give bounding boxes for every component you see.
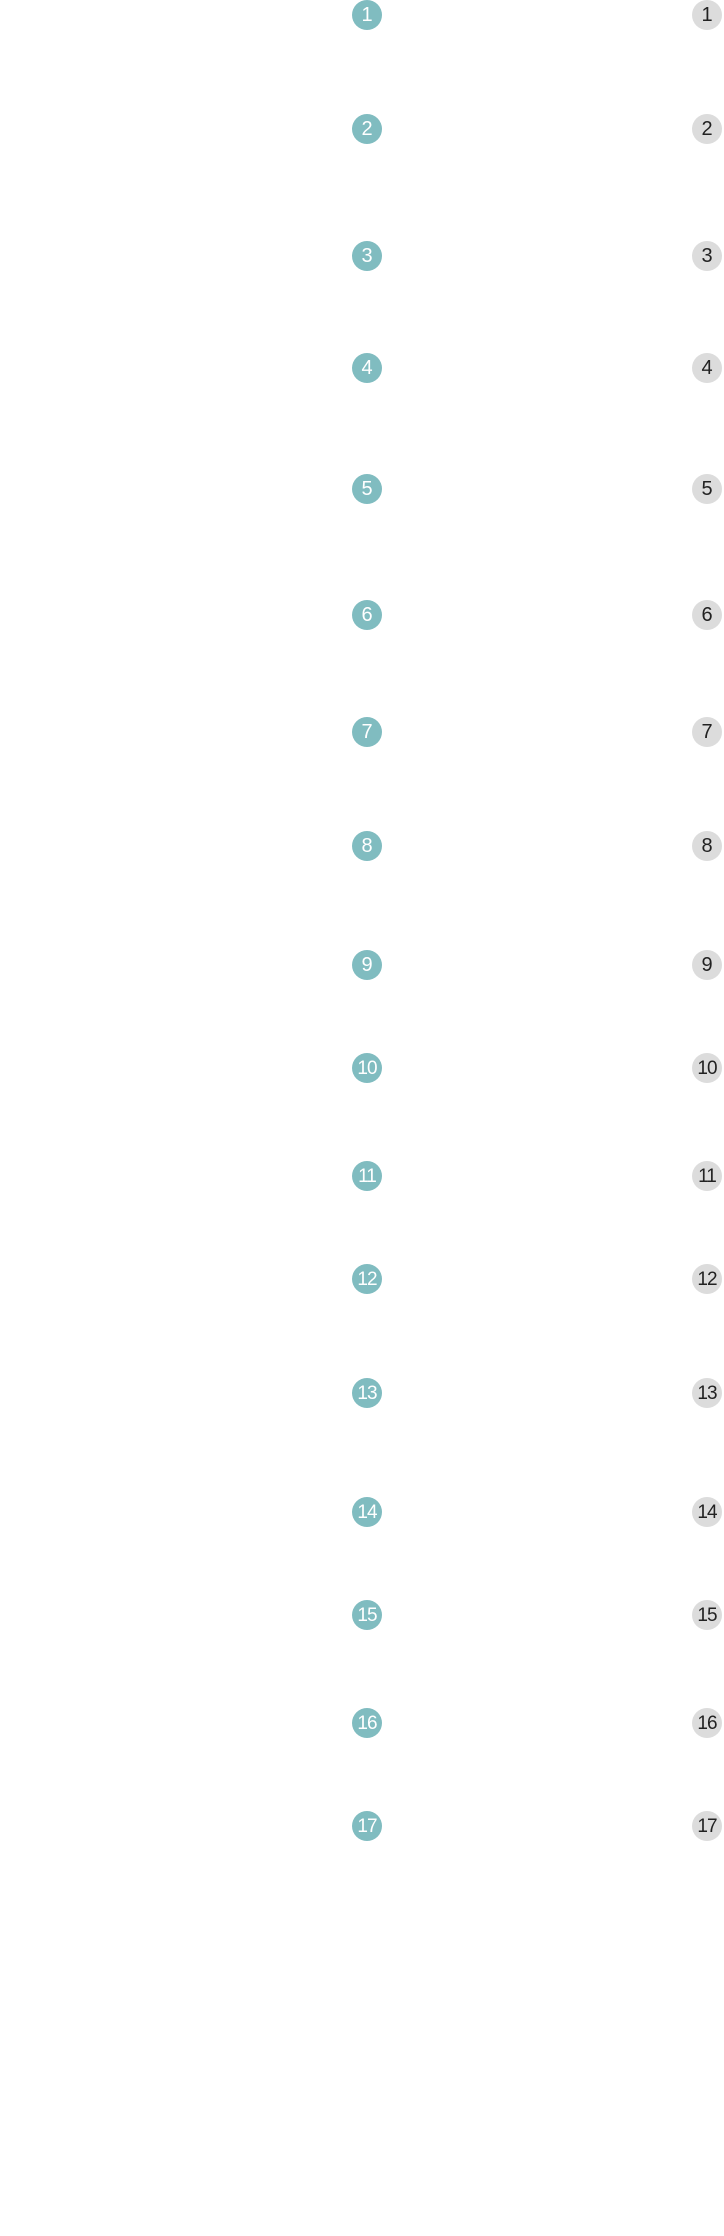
right-number-badge: 6 <box>692 600 722 630</box>
left-number-badge: 7 <box>352 717 382 747</box>
left-number-badge: 14 <box>352 1497 382 1527</box>
left-number-badge: 10 <box>352 1053 382 1083</box>
right-number-badge: 13 <box>692 1378 722 1408</box>
right-number-badge: 2 <box>692 114 722 144</box>
left-number-badge: 6 <box>352 600 382 630</box>
right-number-badge: 4 <box>692 353 722 383</box>
left-number-badge: 5 <box>352 474 382 504</box>
left-number-badge: 17 <box>352 1811 382 1841</box>
left-number-badge: 8 <box>352 831 382 861</box>
right-number-badge: 14 <box>692 1497 722 1527</box>
right-number-badge: 8 <box>692 831 722 861</box>
right-number-badge: 1 <box>692 0 722 30</box>
left-number-badge: 15 <box>352 1600 382 1630</box>
left-number-badge: 1 <box>352 0 382 30</box>
right-number-badge: 3 <box>692 241 722 271</box>
right-number-badge: 16 <box>692 1708 722 1738</box>
right-number-badge: 10 <box>692 1053 722 1083</box>
left-number-badge: 9 <box>352 950 382 980</box>
right-number-badge: 15 <box>692 1600 722 1630</box>
right-number-badge: 11 <box>692 1161 722 1191</box>
left-number-badge: 2 <box>352 114 382 144</box>
left-number-badge: 12 <box>352 1264 382 1294</box>
left-number-badge: 16 <box>352 1708 382 1738</box>
left-number-badge: 13 <box>352 1378 382 1408</box>
right-number-badge: 7 <box>692 717 722 747</box>
right-number-badge: 5 <box>692 474 722 504</box>
left-number-badge: 4 <box>352 353 382 383</box>
left-number-badge: 11 <box>352 1161 382 1191</box>
right-number-badge: 17 <box>692 1811 722 1841</box>
right-number-badge: 12 <box>692 1264 722 1294</box>
right-number-badge: 9 <box>692 950 722 980</box>
left-number-badge: 3 <box>352 241 382 271</box>
